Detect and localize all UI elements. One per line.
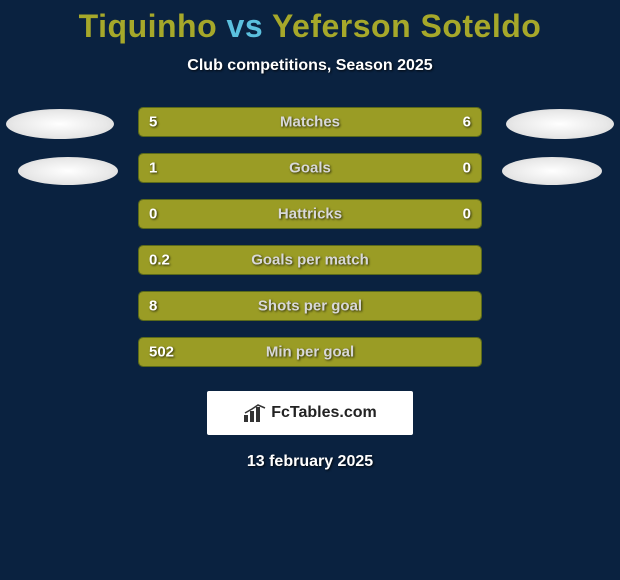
stat-label: Matches [280, 114, 340, 131]
subtitle: Club competitions, Season 2025 [0, 57, 620, 75]
stat-value-right: 0 [463, 160, 471, 177]
stat-label: Goals per match [251, 252, 369, 269]
stat-row: 0.2 Goals per match [138, 245, 482, 275]
chart-area: 5 6 Matches 1 0 Goals 0 0 Hattricks 0.2 Goals per … [0, 107, 620, 367]
stat-value-left: 1 [149, 160, 157, 177]
decorative-ellipse-left-1 [6, 109, 114, 139]
date-text: 13 february 2025 [0, 453, 620, 471]
logo-text: FcTables.com [271, 404, 377, 422]
stat-row: 5 6 Matches [138, 107, 482, 137]
stat-value-left: 502 [149, 344, 174, 361]
stat-row: 8 Shots per goal [138, 291, 482, 321]
stat-value-right: 0 [463, 206, 471, 223]
bar-left [139, 108, 293, 136]
decorative-ellipse-right-2 [502, 157, 602, 185]
player1-name: Tiquinho [79, 8, 217, 44]
stat-row: 502 Min per goal [138, 337, 482, 367]
vs-text: vs [227, 8, 264, 44]
logo-box: FcTables.com [207, 391, 413, 435]
decorative-ellipse-right-1 [506, 109, 614, 139]
bars-container: 5 6 Matches 1 0 Goals 0 0 Hattricks 0.2 Goals per … [138, 107, 482, 367]
stat-row: 0 0 Hattricks [138, 199, 482, 229]
stat-label: Goals [289, 160, 331, 177]
stat-row: 1 0 Goals [138, 153, 482, 183]
main-container: Tiquinho vs Yeferson Soteldo Club compet… [0, 0, 620, 471]
stat-label: Min per goal [266, 344, 354, 361]
stat-value-left: 5 [149, 114, 157, 131]
chart-logo-icon [243, 403, 267, 423]
stat-value-left: 0 [149, 206, 157, 223]
stat-label: Hattricks [278, 206, 342, 223]
stat-label: Shots per goal [258, 298, 362, 315]
page-title: Tiquinho vs Yeferson Soteldo [0, 8, 620, 45]
stat-value-left: 8 [149, 298, 157, 315]
player2-name: Yeferson Soteldo [272, 8, 541, 44]
decorative-ellipse-left-2 [18, 157, 118, 185]
bar-left [139, 154, 406, 182]
stat-value-left: 0.2 [149, 252, 170, 269]
stat-value-right: 6 [463, 114, 471, 131]
